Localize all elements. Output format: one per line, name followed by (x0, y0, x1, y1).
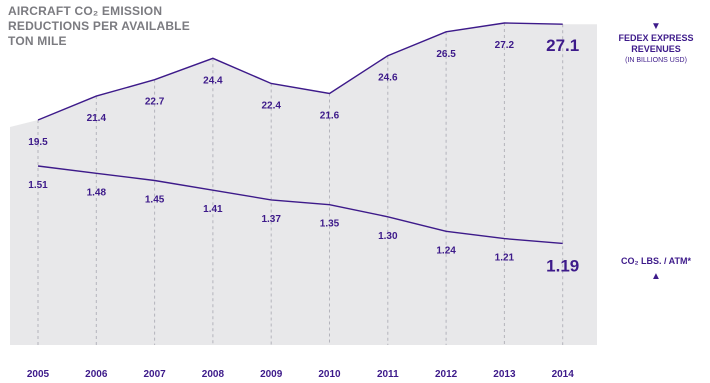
revenue-data-label: 24.4 (203, 75, 223, 86)
co2-data-label: 1.48 (87, 187, 107, 198)
x-axis-tick-label: 2006 (85, 369, 108, 380)
co2-data-label: 1.35 (320, 219, 340, 230)
revenue-legend-label: FEDEX EXPRESS REVENUES (618, 33, 694, 54)
co2-series-line (37, 165, 563, 245)
x-axis-tick-label: 2005 (27, 369, 50, 380)
x-axis-tick-label: 2013 (493, 369, 516, 380)
co2-data-label: 1.41 (203, 204, 223, 215)
revenue-data-label: 19.5 (28, 137, 48, 148)
co2-legend: CO₂ LBS. / ATM* ▲ (608, 256, 704, 283)
revenue-legend-sublabel: (IN BILLIONS USD) (625, 57, 687, 64)
up-triangle-icon: ▲ (651, 271, 661, 282)
down-triangle-icon: ▼ (651, 21, 661, 32)
co2-data-label: 1.51 (28, 180, 48, 191)
co2-data-label: 1.37 (261, 214, 281, 225)
co2-data-label: 1.45 (145, 195, 165, 206)
revenue-data-label: 22.4 (261, 100, 281, 111)
revenue-data-label: 27.2 (495, 40, 515, 51)
co2-legend-label: CO₂ LBS. / ATM* (621, 256, 691, 266)
revenue-area (10, 23, 597, 345)
co2-data-label: 1.21 (495, 253, 515, 264)
revenue-data-label: 21.4 (87, 113, 107, 124)
revenue-legend: ▼ FEDEX EXPRESS REVENUES (IN BILLIONS US… (608, 21, 704, 66)
x-axis-tick-label: 2012 (435, 369, 458, 380)
co2-data-label: 1.24 (436, 245, 456, 256)
co2-data-label: 1.30 (378, 231, 398, 242)
revenue-data-label: 21.6 (320, 111, 340, 122)
x-axis-tick-label: 2011 (377, 369, 399, 380)
x-axis-tick-label: 2009 (260, 369, 283, 380)
x-axis-tick-label: 2014 (552, 369, 575, 380)
revenue-data-label: 27.1 (546, 36, 579, 55)
revenue-series-line (37, 22, 563, 121)
revenue-data-label: 22.7 (145, 97, 165, 108)
revenue-data-label: 26.5 (436, 49, 456, 60)
co2-data-label: 1.19 (546, 256, 579, 275)
revenue-data-label: 24.6 (378, 73, 398, 84)
chart-title: AIRCRAFT CO₂ EMISSION REDUCTIONS PER AVA… (8, 4, 190, 48)
x-axis-tick-label: 2008 (202, 369, 225, 380)
x-axis-tick-label: 2010 (318, 369, 341, 380)
x-axis-tick-label: 2007 (143, 369, 166, 380)
